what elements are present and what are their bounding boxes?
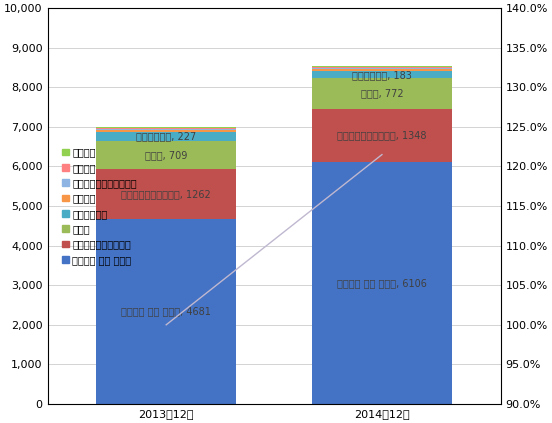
Bar [96,132,236,141]
Text: アース・カー, 183: アース・カー, 183 [352,70,412,80]
Bar [96,219,236,404]
Bar [312,78,452,109]
Bar [96,141,236,169]
Bar [312,109,452,162]
Legend: ロシェア, エコロカ, カーシェアリング・ワン, カノテコ, アース・カー, カレコ, オリックスカーシェア, タイムズ カー プラス: ロシェア, エコロカ, カーシェアリング・ワン, カノテコ, アース・カー, カ… [61,146,138,266]
Bar [312,68,452,69]
Bar [312,162,452,404]
Text: カレコ, 772: カレコ, 772 [360,89,404,99]
Bar [312,69,452,71]
Text: タイムズ カー プラス, 4681: タイムズ カー プラス, 4681 [121,306,211,316]
Bar [312,67,452,68]
Bar [96,130,236,132]
Text: タイムズ カー プラス, 6106: タイムズ カー プラス, 6106 [337,278,427,288]
Bar [96,169,236,219]
Bar [96,129,236,130]
Text: オリックスカーシェア, 1262: オリックスカーシェア, 1262 [121,189,211,199]
Text: オリックスカーシェア, 1348: オリックスカーシェア, 1348 [337,131,427,140]
Bar [312,66,452,67]
Bar [96,128,236,129]
Bar [96,127,236,128]
Bar [312,71,452,78]
Text: アース・カー, 227: アース・カー, 227 [136,131,197,141]
Text: カレコ, 709: カレコ, 709 [145,150,187,160]
